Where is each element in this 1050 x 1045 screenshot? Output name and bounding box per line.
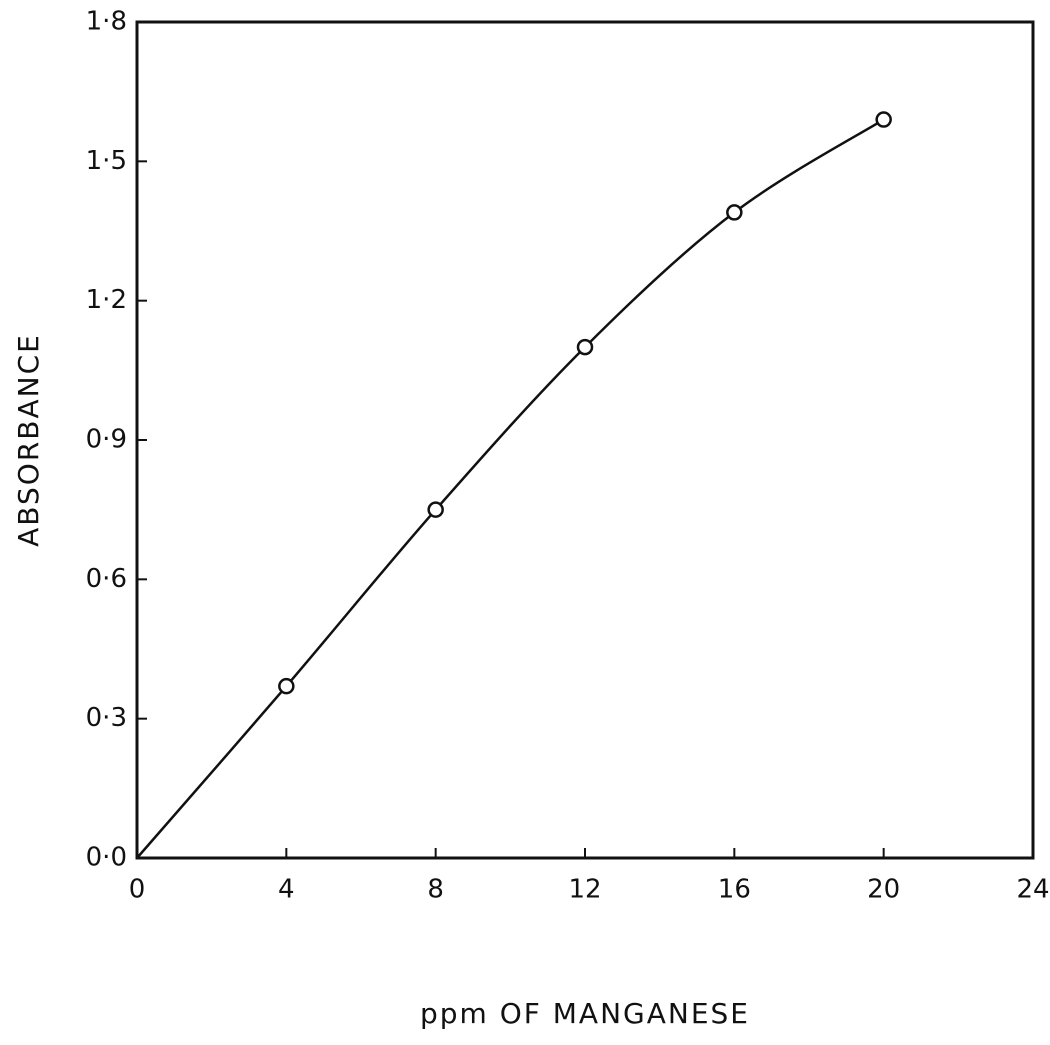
curve [136, 118, 885, 859]
x-tick-label: 12 [568, 875, 601, 905]
x-tick-label: 20 [867, 875, 900, 905]
point [576, 338, 594, 356]
y-tick-label: 0·0 [86, 843, 127, 873]
y-tick-label: 1·5 [86, 146, 127, 176]
y-axis-title: ABSORBANCE [12, 333, 45, 547]
x-tick-label: 8 [427, 875, 444, 905]
point [875, 111, 892, 128]
x-tick-label: 0 [129, 875, 146, 905]
point [726, 204, 743, 221]
y-tick-label: 1·2 [86, 285, 127, 315]
x-axis-title: ppm OF MANGANESE [420, 997, 750, 1030]
plot-frame [135, 20, 1035, 860]
y-tick-label: 0·6 [86, 564, 127, 594]
x-tick-label: 24 [1016, 875, 1049, 905]
point [278, 677, 295, 695]
x-tick-label: 16 [718, 875, 751, 905]
x-tick-label: 4 [278, 875, 295, 905]
y-tick-label: 0·3 [86, 703, 127, 733]
point [427, 501, 444, 518]
y-tick-label: 0·9 [86, 425, 127, 455]
y-tick-label: 1·8 [86, 7, 127, 37]
